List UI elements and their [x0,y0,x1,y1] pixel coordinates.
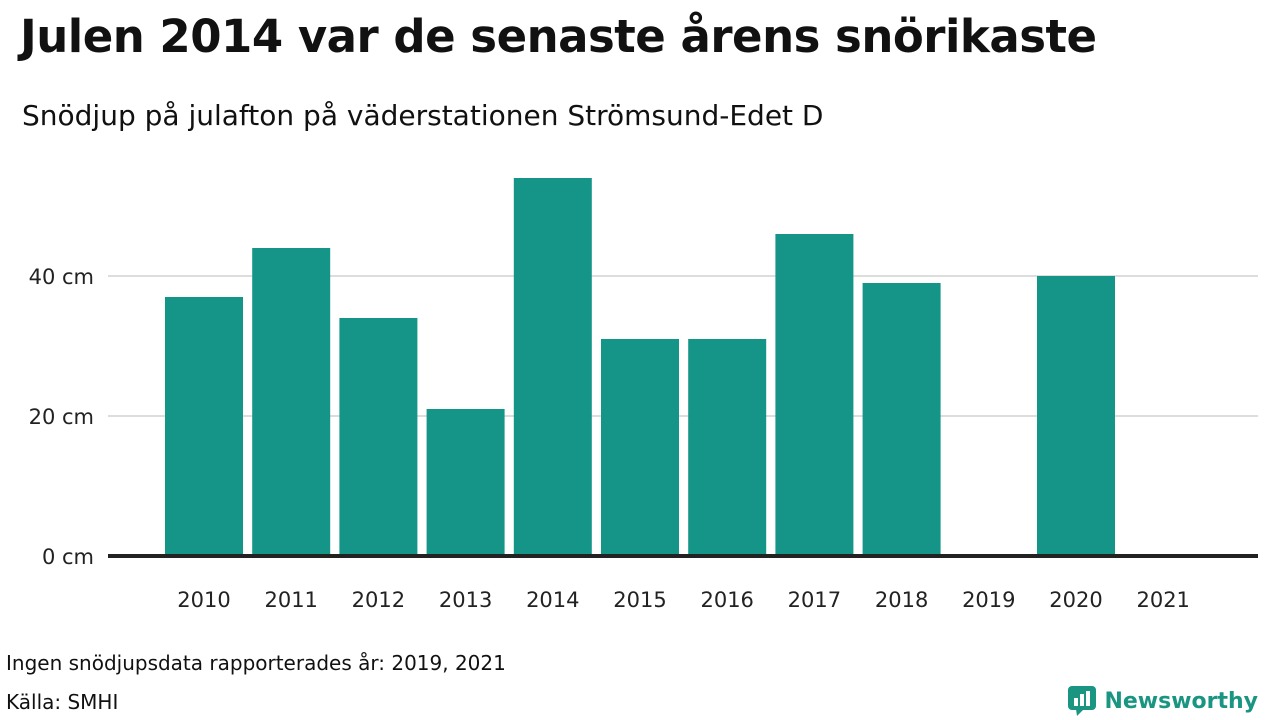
bar-2010 [165,297,243,556]
bar-2012 [339,318,418,556]
bar-2016 [688,339,767,556]
x-tick-label: 2018 [875,588,928,612]
y-tick-label: 40 cm [29,265,94,289]
chart-subtitle: Snödjup på julafton på väderstationen St… [22,99,824,132]
x-tick-label: 2016 [700,588,753,612]
y-tick-label: 0 cm [42,545,94,569]
x-tick-label: 2010 [177,588,230,612]
bar-2015 [601,339,679,556]
bar-2013 [426,409,505,556]
bar-2017 [775,234,854,556]
chart-title: Julen 2014 var de senaste årens snörikas… [20,10,1097,63]
bar-2020 [1037,276,1115,556]
bar-2014 [513,178,592,556]
x-tick-label: 2015 [613,588,666,612]
x-axis-ticks: 2010 2011 2012 2013 2014 2015 2016 2017 2018 2019… [177,588,1190,612]
x-tick-label: 2013 [439,588,492,612]
newsworthy-logo-icon [1068,686,1097,716]
x-tick-label: 2017 [788,588,841,612]
x-tick-label: 2014 [526,588,579,612]
brand-name: Newsworthy [1104,688,1258,714]
newsworthy-logo: Newsworthy [1068,686,1258,716]
source-note: Källa: SMHI [6,690,119,714]
y-axis-ticks: 0 cm 20 cm 40 cm [29,265,94,569]
x-tick-label: 2019 [962,588,1015,612]
x-tick-label: 2012 [352,588,405,612]
x-tick-label: 2020 [1049,588,1102,612]
bar-2018 [862,283,941,556]
x-tick-label: 2011 [264,588,317,612]
x-tick-label: 2021 [1136,588,1189,612]
y-tick-label: 20 cm [29,405,94,429]
bars [165,178,1115,556]
bar-2011 [252,248,331,556]
missing-data-note: Ingen snödjupsdata rapporterades år: 201… [6,651,506,675]
